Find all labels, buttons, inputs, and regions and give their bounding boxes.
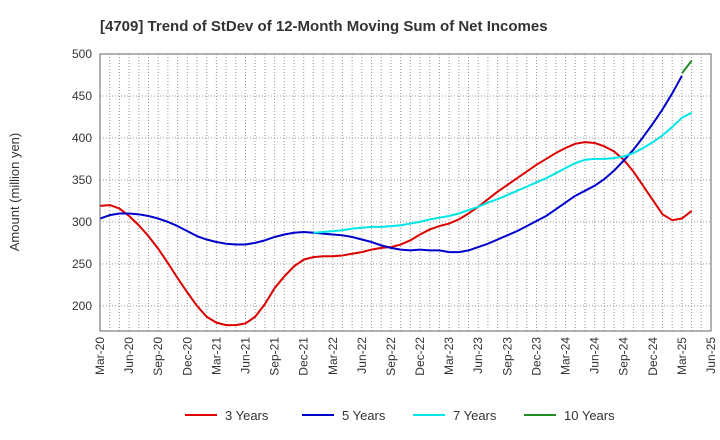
series-line-10-years	[681, 60, 693, 74]
y-tick-label: 200	[72, 299, 92, 313]
x-tick-label: Jun-24	[588, 337, 602, 374]
x-tick-label: Jun-22	[355, 337, 369, 374]
y-tick-label: 300	[72, 215, 92, 229]
y-axis-label: Amount (million yen)	[7, 133, 22, 252]
y-tick-label: 400	[72, 131, 92, 145]
x-tick-label: Mar-25	[675, 337, 689, 375]
x-tick-label: Dec-20	[180, 337, 194, 376]
x-tick-label: Mar-21	[209, 337, 223, 375]
series-line-3-years	[99, 141, 693, 327]
x-tick-label: Jun-21	[238, 337, 252, 374]
x-ticks: Mar-20 Jun-20 Sep-20 Dec-20 Mar-21 Jun-21 Sep-…	[93, 337, 718, 376]
plot-area	[100, 54, 711, 331]
x-tick-label: Mar-24	[559, 337, 573, 375]
x-tick-label: Sep-22	[384, 337, 398, 376]
x-tick-label: Jun-20	[122, 337, 136, 374]
y-tick-label: 500	[72, 47, 92, 61]
legend-label: 3 Years	[225, 408, 269, 423]
series-group	[99, 60, 693, 327]
legend-label: 10 Years	[564, 408, 615, 423]
x-tick-label: Dec-21	[297, 337, 311, 376]
legend-label: 7 Years	[453, 408, 497, 423]
y-tick-label: 250	[72, 257, 92, 271]
y-tick-label: 350	[72, 173, 92, 187]
x-tick-label: Jun-23	[471, 337, 485, 374]
series-line-5-years	[99, 75, 683, 254]
x-tick-label: Dec-24	[646, 337, 660, 376]
x-tick-label: Sep-23	[500, 337, 514, 376]
x-tick-label: Mar-23	[442, 337, 456, 375]
x-tick-label: Mar-20	[93, 337, 107, 375]
y-ticks: 200 250 300 350 400 450 500	[72, 47, 92, 313]
x-tick-label: Sep-20	[151, 337, 165, 376]
grid	[100, 53, 711, 331]
y-tick-label: 450	[72, 89, 92, 103]
x-tick-label: Mar-22	[326, 337, 340, 375]
x-tick-label: Jun-25	[704, 337, 718, 374]
series-line-7-years	[313, 111, 693, 234]
chart-title: [4709] Trend of StDev of 12-Month Moving…	[100, 18, 548, 35]
plot-frame	[99, 53, 712, 332]
legend-label: 5 Years	[342, 408, 386, 423]
legend: 3 Years 5 Years 7 Years 10 Years	[185, 408, 615, 423]
x-tick-label: Sep-24	[617, 337, 631, 376]
x-tick-label: Sep-21	[268, 337, 282, 376]
x-tick-label: Dec-23	[529, 337, 543, 376]
x-tick-label: Dec-22	[413, 337, 427, 376]
